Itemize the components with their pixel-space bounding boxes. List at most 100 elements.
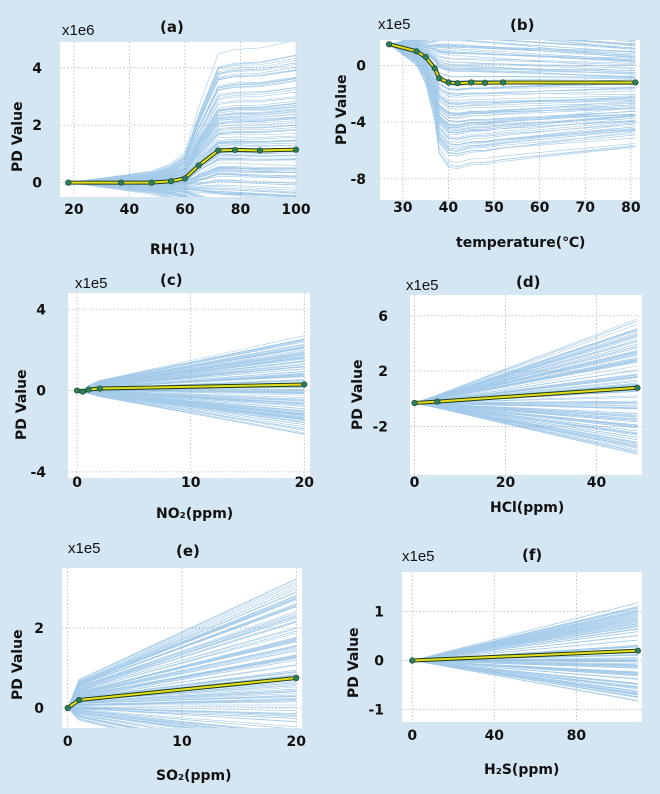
panel-a: 20 40 60 80 100 0 2 4 x1e6 (a) RH(1) PD Value: [0, 0, 330, 265]
avg-point-e: [76, 696, 83, 704]
avg-point-b: [386, 41, 393, 48]
avg-point-a: [195, 162, 202, 169]
x-tick-label-f: 80: [567, 728, 587, 744]
avg-point-b: [413, 48, 420, 55]
y-tick-label-b: -8: [350, 172, 366, 188]
x-tick-label-e: 0: [63, 734, 73, 750]
y-tick-label-d: 6: [378, 309, 388, 325]
panel-title-d: (d): [516, 273, 541, 291]
panel-title-b: (b): [510, 16, 535, 34]
panel-b: 30 40 50 60 70 80 0 -4 -8 x1e5 (b) temperature(℃…: [330, 0, 660, 265]
x-axis-label-d: HCl(ppm): [490, 500, 565, 516]
y-axis-label-b: PD Value: [334, 74, 350, 145]
scale-label-a: x1e6: [62, 22, 95, 39]
avg-point-b: [500, 79, 507, 86]
panel-title-f: (f): [522, 546, 543, 564]
avg-point-f: [409, 657, 416, 664]
y-tick-label-a: 0: [32, 176, 42, 192]
panel-title-a: (a): [160, 18, 184, 36]
x-tick-label-a: 40: [120, 202, 140, 218]
y-tick-label-c: 4: [36, 302, 46, 318]
y-tick-label-b: -4: [350, 115, 366, 131]
x-tick-label-b: 40: [439, 200, 459, 216]
avg-point-a: [65, 179, 72, 186]
x-axis-label-c: NO₂(ppm): [156, 506, 234, 522]
panel-d: 0 20 40 6 2 -2 x1e5 (d) HCl(ppm) PD Value: [330, 265, 660, 530]
y-tick-label-d: 2: [378, 364, 388, 380]
avg-line-f: [412, 649, 638, 662]
y-tick-label-f: 0: [374, 654, 384, 670]
x-tick-label-b: 70: [576, 200, 596, 216]
avg-point-b: [445, 79, 452, 86]
avg-point-b: [632, 79, 639, 86]
scale-label-f: x1e5: [402, 548, 435, 565]
y-tick-label-a: 2: [32, 118, 42, 134]
avg-point-e: [293, 674, 300, 682]
x-axis-label-a: RH(1): [150, 242, 196, 258]
avg-point-d: [434, 398, 441, 405]
x-tick-label-c: 20: [295, 475, 315, 491]
avg-point-a: [231, 146, 239, 154]
chart-d-svg: 0 20 40 6 2 -2: [372, 295, 642, 491]
x-tick-label-a: 100: [281, 202, 310, 218]
avg-point-a: [215, 147, 222, 154]
y-tick-label-b: 0: [356, 58, 366, 74]
panel-c: 0 10 20 4 0 -4 x1e5 (c) NO₂(ppm) PD Value: [0, 265, 330, 530]
avg-point-b: [436, 75, 443, 82]
y-tick-label-c: 0: [36, 384, 46, 400]
scale-label-c: x1e5: [75, 275, 108, 292]
y-axis-label-f: PD Value: [346, 627, 362, 698]
avg-point-c: [96, 385, 103, 392]
panel-title-c: (c): [160, 271, 183, 289]
x-tick-label-a: 80: [231, 202, 251, 218]
ice-curves-b: [388, 40, 636, 170]
avg-point-d: [411, 399, 418, 407]
avg-point-c: [73, 387, 81, 394]
x-tick-label-b: 30: [393, 200, 413, 216]
avg-point-a: [167, 178, 175, 185]
y-axis-label-c: PD Value: [14, 369, 30, 440]
x-tick-label-e: 20: [287, 734, 307, 750]
x-axis-label-e: SO₂(ppm): [156, 768, 232, 784]
y-tick-label-c: -4: [30, 465, 46, 481]
avg-point-f: [634, 647, 641, 654]
x-tick-label-d: 40: [587, 475, 607, 491]
avg-point-b: [454, 80, 461, 87]
x-tick-label-d: 0: [410, 475, 420, 491]
x-tick-label-c: 0: [72, 475, 82, 491]
x-tick-label-b: 80: [621, 200, 641, 216]
chart-a-svg: 20 40 60 80 100 0 2 4: [32, 42, 311, 218]
x-tick-label-b: 50: [484, 200, 504, 216]
chart-b-svg: 30 40 50 60 70 80 0 -4 -8: [350, 40, 641, 216]
y-tick-label-e: 0: [34, 701, 44, 717]
y-axis-label-e: PD Value: [10, 629, 26, 700]
x-axis-label-f: H₂S(ppm): [484, 762, 560, 778]
grid-b: [380, 40, 640, 200]
y-axis-label-d: PD Value: [350, 359, 366, 430]
chart-f-svg: 0 40 80 1 0 -1: [368, 572, 642, 744]
x-axis-label-b: temperature(℃): [456, 235, 586, 251]
avg-line-a: [68, 148, 297, 184]
avg-point-b: [468, 79, 475, 86]
plot-area-d: [410, 295, 642, 475]
avg-point-b: [481, 79, 489, 86]
scale-label-b: x1e5: [378, 16, 411, 33]
y-tick-label-d: -2: [372, 420, 388, 436]
panel-title-e: (e): [176, 542, 200, 560]
avg-point-a: [148, 179, 155, 186]
x-tick-label-c: 10: [181, 475, 201, 491]
avg-point-a: [181, 175, 189, 182]
panel-f: 0 40 80 1 0 -1 x1e5 (f) H₂S(ppm) PD Value: [330, 530, 660, 794]
panel-e: 0 10 20 2 0 x1e5 (e) SO₂(ppm) PD Value: [0, 530, 330, 794]
avg-point-c: [79, 388, 86, 395]
x-tick-label-a: 60: [175, 202, 195, 218]
x-tick-label-b: 60: [530, 200, 550, 216]
avg-point-a: [256, 147, 264, 154]
avg-point-b: [422, 53, 429, 61]
y-tick-label-e: 2: [34, 621, 44, 637]
avg-point-b: [431, 65, 438, 72]
avg-point-c: [85, 386, 92, 393]
x-tick-label-f: 40: [485, 728, 505, 744]
x-tick-label-f: 0: [407, 728, 417, 744]
